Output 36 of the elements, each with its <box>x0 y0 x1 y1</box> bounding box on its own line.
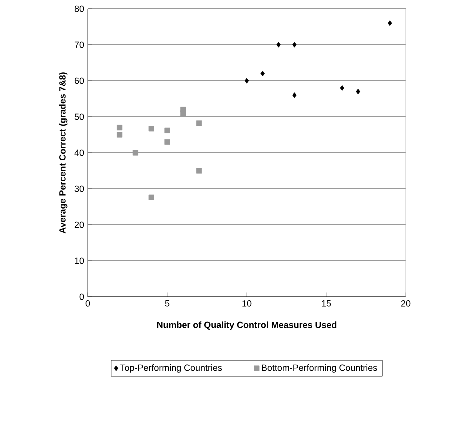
point <box>260 71 266 77</box>
point <box>244 78 250 84</box>
y-tick-label: 20 <box>74 222 84 228</box>
x-tick-label: 10 <box>242 300 252 307</box>
y-axis-title: Average Percent Correct (grades 7&8) <box>59 72 68 234</box>
y-tick-label: 10 <box>75 258 84 264</box>
y-tick-label: 60 <box>74 78 84 84</box>
point <box>292 42 297 48</box>
point <box>340 85 345 91</box>
point <box>196 168 202 174</box>
x-axis-title: Number of Quality Control Measures Used <box>157 322 337 330</box>
point <box>164 139 170 145</box>
point <box>164 128 170 134</box>
y-tick-label: 40 <box>74 150 84 156</box>
x-tick-label: 15 <box>322 300 332 307</box>
y-tick-label: 0 <box>80 294 84 300</box>
point <box>196 120 202 126</box>
point <box>132 150 138 156</box>
x-tick-label: 5 <box>165 300 170 307</box>
point <box>388 20 392 26</box>
y-tick-label: 30 <box>74 186 84 192</box>
legend-label: Bottom-Performing Countries <box>262 364 378 373</box>
point <box>117 132 123 138</box>
legend-label: Top-Performing Countries <box>120 364 222 373</box>
point <box>117 125 123 131</box>
x-tick-label: 20 <box>401 300 411 307</box>
y-tick-label: 50 <box>74 114 84 120</box>
point <box>292 92 297 98</box>
point <box>276 42 281 48</box>
y-tick-label: 70 <box>74 42 84 48</box>
point <box>148 194 154 200</box>
point <box>356 89 360 95</box>
point <box>148 126 154 132</box>
x-tick-label: 0 <box>86 300 90 307</box>
y-tick-label: 80 <box>74 6 84 12</box>
point <box>180 110 186 116</box>
